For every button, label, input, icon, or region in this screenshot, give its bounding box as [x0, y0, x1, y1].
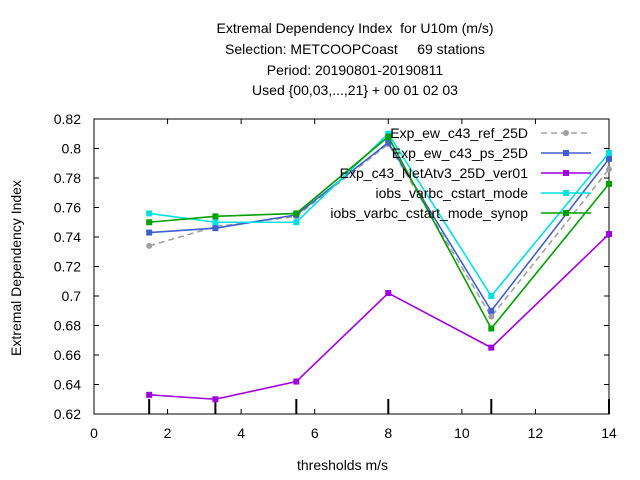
x-tick-label: 4 [237, 425, 245, 441]
legend-marker [563, 150, 569, 156]
data-point [146, 391, 153, 398]
y-tick-label: 0.66 [54, 347, 81, 363]
y-tick-label: 0.74 [54, 229, 81, 245]
data-point [212, 219, 219, 226]
data-point [606, 155, 612, 162]
data-point [606, 231, 612, 238]
y-tick-label: 0.7 [62, 288, 82, 304]
data-point [212, 213, 219, 220]
y-tick-label: 0.72 [54, 259, 81, 275]
x-axis-label: thresholds m/s [297, 457, 389, 473]
data-point [212, 225, 219, 232]
data-point [385, 290, 392, 297]
y-tick-label: 0.76 [54, 200, 81, 216]
data-point [606, 180, 612, 187]
data-point [212, 396, 219, 403]
y-tick-label: 0.62 [54, 406, 81, 422]
data-point [488, 307, 495, 314]
data-point [606, 166, 612, 173]
legend-marker [563, 130, 569, 136]
data-point [146, 219, 153, 226]
legend-marker [563, 210, 569, 216]
title-line-3: Period: 20190801-20190811 [266, 62, 444, 78]
data-point [146, 242, 153, 249]
data-point [293, 210, 300, 217]
x-tick-label: 10 [454, 425, 470, 441]
data-point [488, 313, 495, 320]
data-point [146, 210, 153, 217]
x-tick-label: 8 [384, 425, 392, 441]
data-point [385, 139, 392, 146]
y-tick-label: 0.64 [54, 377, 81, 393]
series-line [149, 132, 610, 298]
data-point [488, 344, 495, 351]
y-tick-label: 0.8 [62, 141, 82, 157]
title-line-4: Used {00,03,...,21} + 00 01 02 03 [252, 82, 458, 98]
x-tick-label: 0 [90, 425, 98, 441]
legend-label: Exp_c43_NetAtv3_25D_ver01 [340, 165, 529, 181]
x-tick-label: 14 [601, 425, 617, 441]
x-tick-label: 6 [311, 425, 319, 441]
y-tick-label: 0.68 [54, 318, 81, 334]
series-line [149, 233, 610, 401]
legend-label: Exp_ew_c43_ref_25D [390, 125, 528, 141]
y-axis-label: Extremal Dependency Index [8, 180, 24, 356]
data-point [488, 293, 495, 299]
x-tick-label: 2 [164, 425, 172, 441]
title-line-2: Selection: METCOOPCoast 69 stations [225, 41, 485, 57]
legend-marker [563, 170, 569, 176]
legend-label: iobs_varbc_cstart_mode [375, 185, 528, 201]
data-point [606, 149, 612, 156]
y-tick-label: 0.78 [54, 170, 81, 186]
data-point [293, 219, 300, 226]
data-point [293, 378, 300, 385]
data-point [385, 133, 392, 140]
legend-label: Exp_ew_c43_ps_25D [392, 145, 528, 161]
series-line [149, 135, 610, 330]
title-line-1: Extremal Dependency Index for U10m (m/s) [216, 20, 494, 36]
legend-marker [563, 190, 569, 196]
data-point [146, 229, 153, 236]
x-tick-label: 12 [528, 425, 544, 441]
y-tick-label: 0.82 [54, 111, 81, 127]
data-point [488, 325, 495, 332]
legend-label: iobs_varbc_cstart_mode_synop [330, 205, 528, 221]
